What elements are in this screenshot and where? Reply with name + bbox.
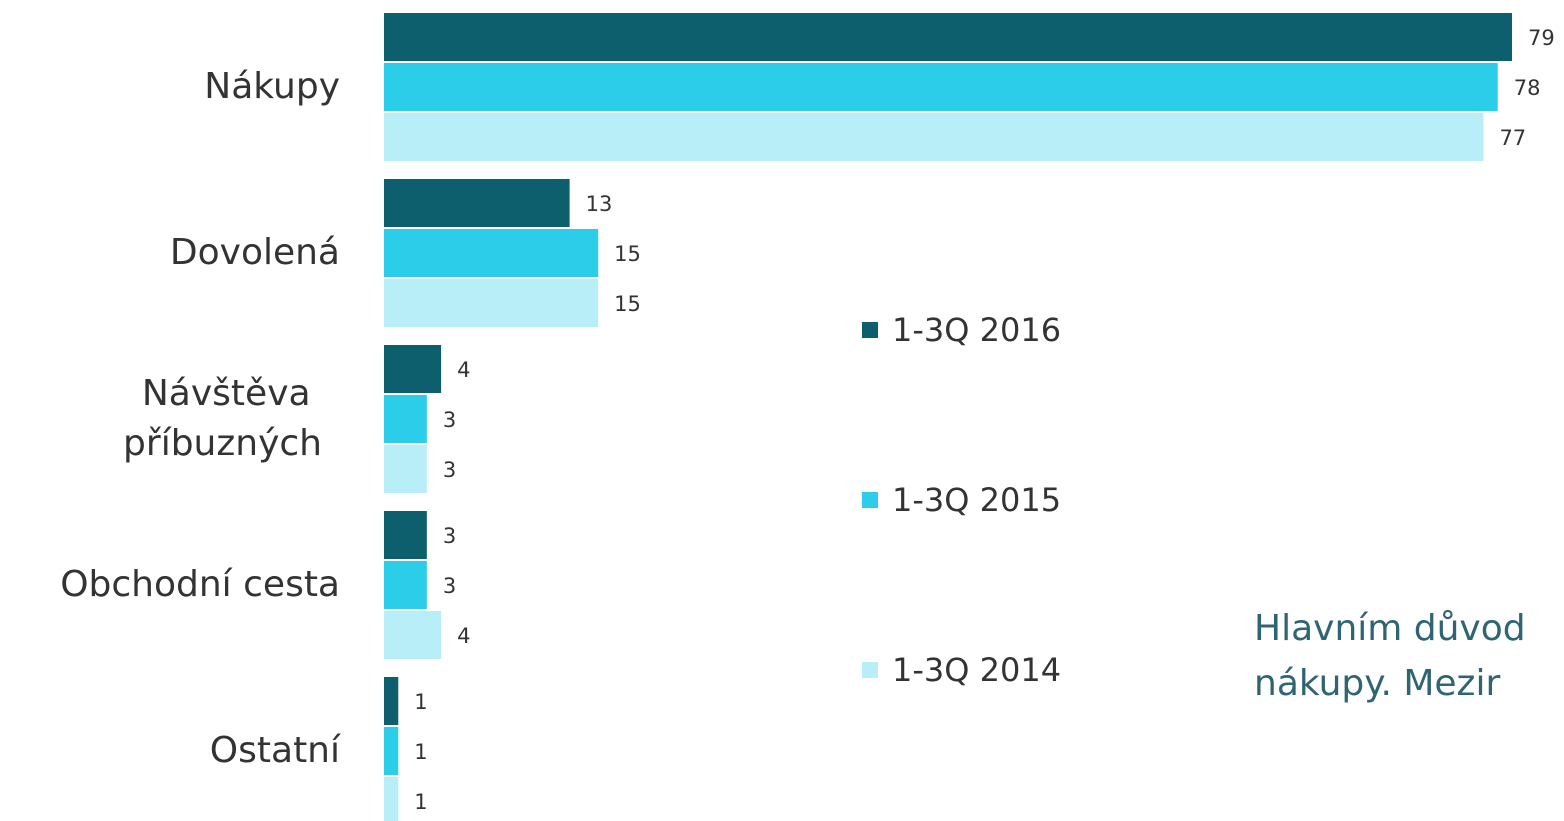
bar — [384, 777, 399, 821]
value-label: 13 — [586, 192, 613, 216]
legend-swatch — [862, 662, 878, 678]
bar — [384, 445, 427, 493]
category-label: Ostatní — [210, 730, 341, 771]
value-label: 15 — [614, 292, 641, 316]
category-label: Dovolená — [170, 232, 340, 273]
category-label: Obchodní cesta — [60, 564, 340, 605]
value-label: 79 — [1528, 26, 1555, 50]
annotation: nákupy. Mezir — [1254, 663, 1500, 704]
bar — [384, 727, 399, 775]
bar — [384, 395, 427, 443]
bar — [384, 229, 599, 277]
value-label: 3 — [443, 408, 456, 432]
bar — [384, 279, 599, 327]
legend-label: 1-3Q 2015 — [892, 481, 1061, 519]
bar — [384, 179, 570, 227]
value-label: 1 — [414, 690, 427, 714]
bar — [384, 113, 1484, 161]
legend-swatch — [862, 322, 878, 338]
bar — [384, 677, 399, 725]
bar — [384, 511, 427, 559]
value-label: 3 — [443, 458, 456, 482]
legend-label: 1-3Q 2014 — [892, 651, 1061, 689]
bar — [384, 561, 427, 609]
category-label: Návštěva příbuzných — [123, 373, 322, 464]
value-label: 1 — [414, 790, 427, 814]
legend-label: 1-3Q 2016 — [892, 311, 1061, 349]
value-label: 3 — [443, 574, 456, 598]
value-label: 3 — [443, 524, 456, 548]
bar — [384, 13, 1512, 61]
category-label-line: příbuzných — [123, 423, 322, 464]
bar — [384, 345, 442, 393]
value-label: 4 — [457, 624, 470, 648]
value-label: 4 — [457, 358, 470, 382]
annotation: Hlavním důvod — [1254, 608, 1526, 649]
legend-swatch — [862, 492, 878, 508]
bar — [384, 611, 442, 659]
value-label: 1 — [414, 740, 427, 764]
category-label-line: Návštěva — [142, 373, 322, 414]
value-label: 15 — [614, 242, 641, 266]
value-label: 78 — [1514, 76, 1541, 100]
category-label: Nákupy — [204, 66, 340, 107]
value-label: 77 — [1499, 126, 1526, 150]
bar — [384, 63, 1498, 111]
